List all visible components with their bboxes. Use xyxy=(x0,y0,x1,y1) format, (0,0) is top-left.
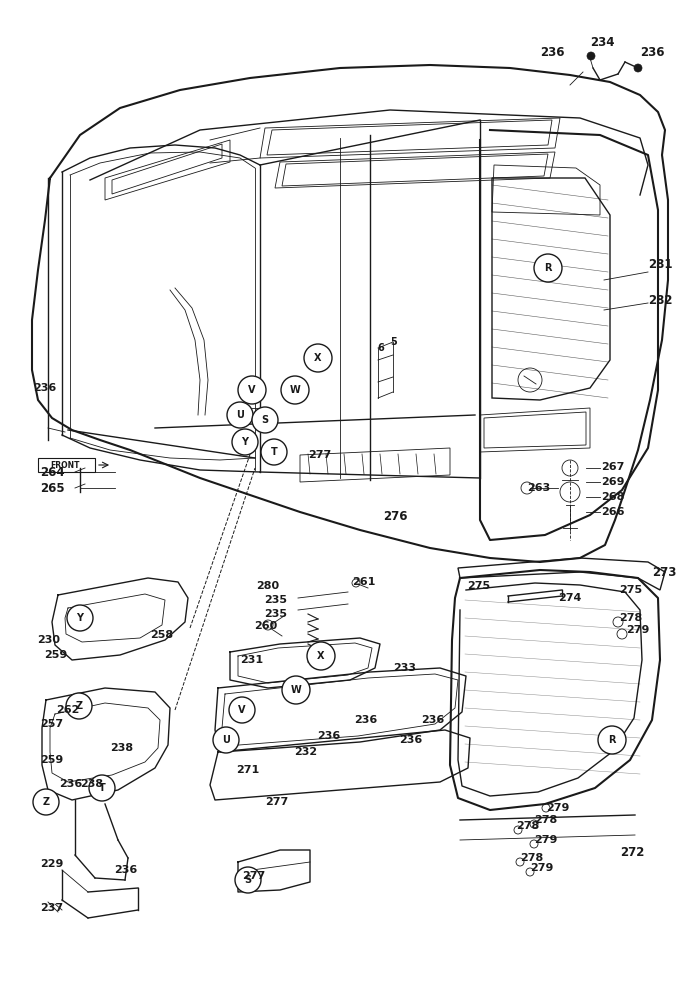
Text: FRONT: FRONT xyxy=(50,460,80,470)
Circle shape xyxy=(282,676,310,704)
Text: U: U xyxy=(222,735,230,745)
Text: 259: 259 xyxy=(40,755,63,765)
Text: 231: 231 xyxy=(240,655,263,665)
Circle shape xyxy=(598,726,626,754)
Circle shape xyxy=(213,727,239,753)
Text: 235: 235 xyxy=(264,595,287,605)
Text: 282: 282 xyxy=(648,294,672,306)
Text: S: S xyxy=(262,415,269,425)
Text: 269: 269 xyxy=(601,477,624,487)
Circle shape xyxy=(534,254,562,282)
Text: T: T xyxy=(99,783,105,793)
Circle shape xyxy=(304,344,332,372)
Text: 230: 230 xyxy=(37,635,60,645)
Text: 236: 236 xyxy=(317,731,340,741)
Text: 277: 277 xyxy=(265,797,288,807)
Text: 280: 280 xyxy=(256,581,279,591)
Text: 236: 236 xyxy=(33,383,56,393)
Circle shape xyxy=(89,775,115,801)
Text: 261: 261 xyxy=(352,577,375,587)
Circle shape xyxy=(33,789,59,815)
Text: 265: 265 xyxy=(40,482,65,494)
Text: 236: 236 xyxy=(421,715,444,725)
Text: V: V xyxy=(248,385,255,395)
Text: R: R xyxy=(608,735,616,745)
Text: 275: 275 xyxy=(467,581,490,591)
Text: 260: 260 xyxy=(254,621,277,631)
Text: 229: 229 xyxy=(40,859,63,869)
Text: 234: 234 xyxy=(590,35,615,48)
Text: 271: 271 xyxy=(236,765,259,775)
Text: 277: 277 xyxy=(242,871,265,881)
Text: 273: 273 xyxy=(652,566,677,578)
Text: Z: Z xyxy=(75,701,83,711)
Text: 236: 236 xyxy=(354,715,377,725)
Text: 235: 235 xyxy=(264,609,287,619)
Text: 236: 236 xyxy=(59,779,82,789)
Circle shape xyxy=(227,402,253,428)
Text: 5: 5 xyxy=(390,337,397,347)
Text: Y: Y xyxy=(242,437,248,447)
Text: 276: 276 xyxy=(383,510,407,522)
Circle shape xyxy=(229,697,255,723)
Text: 275: 275 xyxy=(619,585,642,595)
Text: T: T xyxy=(271,447,278,457)
Circle shape xyxy=(587,52,595,60)
Text: 238: 238 xyxy=(80,779,103,789)
Text: 6: 6 xyxy=(377,343,383,353)
Text: 279: 279 xyxy=(546,803,569,813)
Text: X: X xyxy=(317,651,325,661)
Text: 279: 279 xyxy=(530,863,553,873)
Text: R: R xyxy=(544,263,552,273)
Text: X: X xyxy=(315,353,322,363)
Circle shape xyxy=(634,64,642,72)
Circle shape xyxy=(235,867,261,893)
Circle shape xyxy=(261,439,287,465)
Text: 236: 236 xyxy=(540,45,564,58)
Text: U: U xyxy=(236,410,244,420)
Polygon shape xyxy=(38,458,95,472)
Text: W: W xyxy=(290,385,301,395)
Text: 257: 257 xyxy=(40,719,63,729)
Text: 238: 238 xyxy=(110,743,133,753)
Text: Y: Y xyxy=(77,613,84,623)
Text: 268: 268 xyxy=(601,492,624,502)
Text: 259: 259 xyxy=(44,650,68,660)
Text: 237: 237 xyxy=(40,903,63,913)
Text: 236: 236 xyxy=(640,45,665,58)
Text: 232: 232 xyxy=(294,747,317,757)
Text: 278: 278 xyxy=(520,853,544,863)
Circle shape xyxy=(252,407,278,433)
Text: 267: 267 xyxy=(601,462,624,472)
Text: W: W xyxy=(291,685,301,695)
Circle shape xyxy=(307,642,335,670)
Text: 278: 278 xyxy=(516,821,539,831)
Text: 262: 262 xyxy=(56,705,79,715)
Text: 279: 279 xyxy=(534,835,557,845)
Circle shape xyxy=(281,376,309,404)
Text: 272: 272 xyxy=(620,846,644,858)
Text: 233: 233 xyxy=(393,663,416,673)
Text: 278: 278 xyxy=(619,613,642,623)
Text: 236: 236 xyxy=(399,735,422,745)
Text: S: S xyxy=(244,875,251,885)
Circle shape xyxy=(67,605,93,631)
Circle shape xyxy=(238,376,266,404)
Text: 274: 274 xyxy=(558,593,581,603)
Text: 236: 236 xyxy=(114,865,137,875)
Circle shape xyxy=(232,429,258,455)
Text: 263: 263 xyxy=(527,483,551,493)
Text: 279: 279 xyxy=(626,625,649,635)
Text: V: V xyxy=(238,705,246,715)
Text: 278: 278 xyxy=(534,815,557,825)
Text: 281: 281 xyxy=(648,258,672,271)
Text: 258: 258 xyxy=(150,630,173,640)
Text: Z: Z xyxy=(42,797,49,807)
Circle shape xyxy=(66,693,92,719)
Text: 264: 264 xyxy=(40,466,65,479)
Text: 266: 266 xyxy=(601,507,624,517)
Text: 277: 277 xyxy=(308,450,331,460)
